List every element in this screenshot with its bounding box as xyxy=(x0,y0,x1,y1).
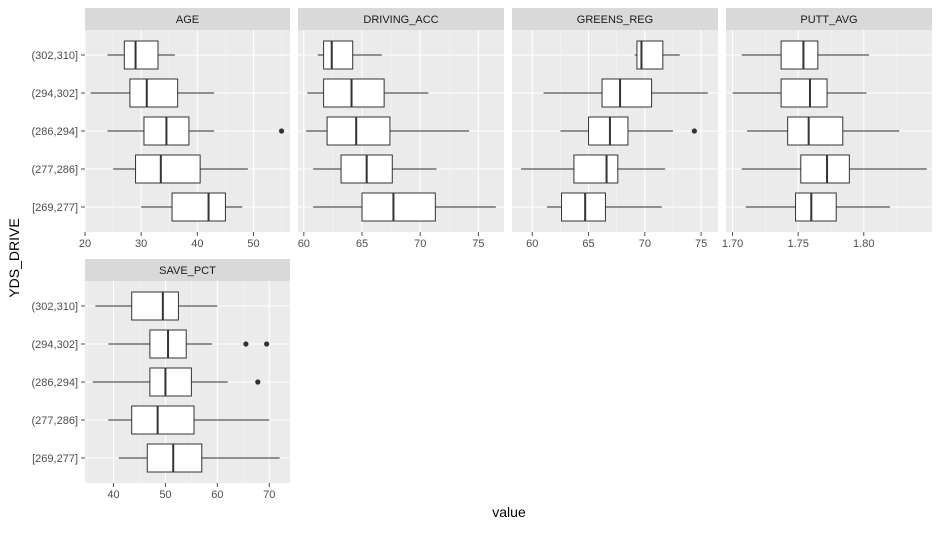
boxplot--269-277- xyxy=(313,192,496,222)
boxplot--302-310- xyxy=(107,40,175,70)
x-tick-label: 1.80 xyxy=(853,238,874,250)
y-tick-label: (277,286] xyxy=(32,164,78,176)
boxplot--269-277- xyxy=(141,192,243,222)
y-tick-label: (294,302] xyxy=(32,88,78,100)
facet-panels: AGE 20 30 40 50 [269,277] (277,286] (286,294] (2… xyxy=(32,8,932,501)
x-tick-label: 30 xyxy=(135,238,147,250)
box-iqr xyxy=(588,116,629,146)
box-iqr xyxy=(323,78,385,108)
x-tick-label: 40 xyxy=(107,489,119,501)
boxplot--286-294- xyxy=(306,116,470,146)
facet-driving-acc: DRIVING_ACC 60 65 70 75 xyxy=(298,8,504,250)
facet-strip-label: AGE xyxy=(176,14,199,26)
boxplot--277-286- xyxy=(113,154,248,184)
box-iqr xyxy=(129,78,179,108)
x-tick-label: 50 xyxy=(247,238,259,250)
boxplot--294-302- xyxy=(543,78,708,108)
box-iqr xyxy=(323,40,354,70)
facet-strip xyxy=(726,8,932,30)
x-tick-label: 65 xyxy=(582,238,594,250)
box-iqr xyxy=(573,154,619,184)
x-tick-label: 60 xyxy=(298,238,310,250)
boxplot--302-310- xyxy=(741,40,870,70)
boxplot--277-286- xyxy=(521,154,666,184)
boxplot--294-302- xyxy=(307,78,429,108)
boxplot--302-310- xyxy=(317,40,382,70)
x-tick-label: 1.75 xyxy=(787,238,808,250)
facet-strip-label: PUTT_AVG xyxy=(800,14,857,26)
facet-strip xyxy=(512,8,718,30)
box-iqr xyxy=(601,78,653,108)
facet-strip-label: SAVE_PCT xyxy=(159,265,216,277)
x-tick-label: 60 xyxy=(211,489,223,501)
outlier-point xyxy=(264,341,270,347)
box-iqr xyxy=(361,192,436,222)
x-tick-label: 50 xyxy=(159,489,171,501)
boxplot--286-294- xyxy=(107,116,285,146)
boxplot--294-302- xyxy=(90,78,215,108)
x-tick-label: 70 xyxy=(414,238,426,250)
x-tick-label: 65 xyxy=(356,238,368,250)
boxplot--269-277- xyxy=(745,192,891,222)
y-axis-title: YDS_DRIVE xyxy=(6,218,22,297)
facet-strip xyxy=(85,8,290,30)
x-tick-label: 70 xyxy=(639,238,651,250)
box-iqr xyxy=(780,40,819,70)
box-iqr xyxy=(800,154,850,184)
x-tick-label: 75 xyxy=(472,238,484,250)
box-iqr xyxy=(780,78,828,108)
x-tick-label: 1.70 xyxy=(722,238,743,250)
box-iqr xyxy=(149,367,192,397)
box-iqr xyxy=(326,116,391,146)
box-iqr xyxy=(171,192,226,222)
boxplot--286-294- xyxy=(560,116,697,146)
y-tick-label: (286,294] xyxy=(32,377,78,389)
x-tick-label: 70 xyxy=(263,489,275,501)
facet-putt-avg: PUTT_AVG 1.70 1.75 1.80 xyxy=(722,8,932,250)
facet-save-pct: SAVE_PCT 40 50 60 70 [269,277] (277,286] (286,2… xyxy=(32,259,290,501)
outlier-point xyxy=(243,341,249,347)
y-tick-label: (302,310] xyxy=(32,301,78,313)
y-tick-label: [269,277] xyxy=(32,202,78,214)
box-iqr xyxy=(795,192,837,222)
box-iqr xyxy=(135,154,201,184)
x-tick-label: 60 xyxy=(526,238,538,250)
box-iqr xyxy=(146,443,203,473)
boxplot--269-277- xyxy=(118,443,280,473)
box-iqr xyxy=(787,116,844,146)
box-iqr xyxy=(123,40,159,70)
boxplot--302-310- xyxy=(634,40,680,70)
outlier-point xyxy=(255,379,261,385)
box-iqr xyxy=(131,405,195,435)
facet-strip xyxy=(85,259,290,281)
y-tick-label: (286,294] xyxy=(32,126,78,138)
x-tick-label: 20 xyxy=(79,238,91,250)
facet-greens-reg: GREENS_REG 60 65 70 75 xyxy=(512,8,718,250)
boxplot--294-302- xyxy=(108,329,270,359)
y-tick-label: (294,302] xyxy=(32,339,78,351)
x-axis-title: value xyxy=(492,504,526,520)
facet-strip xyxy=(298,8,504,30)
outlier-point xyxy=(278,128,285,134)
boxplot--302-310- xyxy=(95,291,218,321)
boxplot--286-294- xyxy=(92,367,261,397)
box-iqr xyxy=(131,291,179,321)
y-tick-label: [269,277] xyxy=(32,453,78,465)
facet-age: AGE 20 30 40 50 [269,277] (277,286] (286,294] (2… xyxy=(32,8,290,250)
x-tick-label: 40 xyxy=(191,238,203,250)
x-tick-label: 75 xyxy=(695,238,707,250)
y-tick-label: (302,310] xyxy=(32,50,78,62)
boxplot--277-286- xyxy=(313,154,437,184)
outlier-point xyxy=(691,128,697,134)
boxplot--269-277- xyxy=(546,192,662,222)
y-tick-label: (277,286] xyxy=(32,415,78,427)
boxplot--294-302- xyxy=(732,78,867,108)
facet-strip-label: GREENS_REG xyxy=(577,14,653,26)
boxplot--286-294- xyxy=(746,116,900,146)
boxplot--277-286- xyxy=(108,405,270,435)
facet-strip-label: DRIVING_ACC xyxy=(363,14,438,26)
boxplot--277-286- xyxy=(741,154,927,184)
box-iqr xyxy=(561,192,606,222)
